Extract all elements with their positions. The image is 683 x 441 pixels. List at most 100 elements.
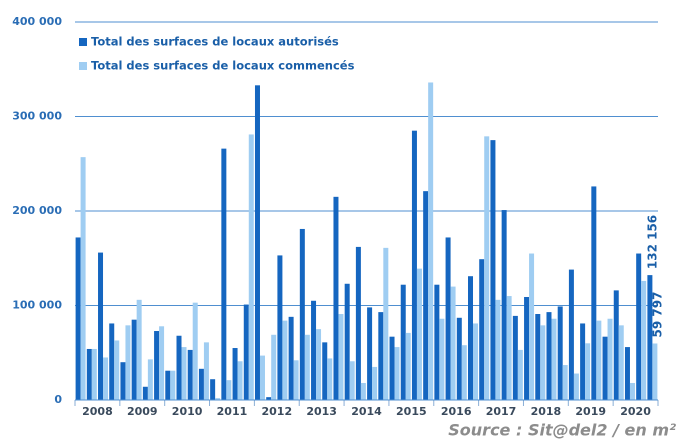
x-tick-label: 2016: [441, 405, 472, 418]
bar: [580, 323, 586, 400]
bar: [232, 348, 238, 400]
bar: [400, 284, 406, 400]
bar: [75, 237, 81, 400]
bar: [372, 366, 378, 400]
bar: [557, 306, 563, 400]
x-tick-label: 2012: [261, 405, 292, 418]
bar: [311, 300, 317, 400]
y-tick-label: 0: [54, 393, 62, 406]
bar: [506, 296, 512, 400]
bar: [647, 275, 653, 400]
bar: [641, 280, 647, 400]
source: Source : Sit@del2 / en m²: [448, 421, 676, 440]
bar: [618, 325, 624, 400]
bar: [114, 340, 120, 400]
bar: [652, 343, 658, 400]
value-label: 59 797: [650, 292, 664, 338]
bar: [562, 365, 568, 400]
bar: [456, 317, 462, 400]
bar: [237, 361, 243, 400]
bar: [490, 140, 496, 400]
bar: [159, 326, 165, 400]
bar: [109, 323, 115, 400]
bar: [636, 253, 642, 400]
bar: [181, 347, 187, 400]
bar: [624, 347, 630, 400]
legend-label: Total des surfaces de locaux autorisés: [91, 35, 339, 49]
bar: [411, 130, 417, 401]
y-tick-label: 300 000: [12, 110, 62, 123]
bar: [439, 318, 445, 400]
bar: [176, 335, 182, 400]
bar: [254, 85, 260, 400]
value-label: 132 156: [645, 215, 659, 269]
y-tick-label: 100 000: [12, 299, 62, 312]
bar: [288, 316, 294, 400]
bar: [210, 379, 216, 400]
bar: [573, 373, 579, 400]
legend-label: Total des surfaces de locaux commencés: [91, 59, 355, 73]
bar: [355, 246, 361, 400]
bar: [271, 334, 277, 400]
bar: [546, 312, 552, 400]
bar: [198, 368, 204, 400]
bar: [170, 370, 176, 400]
bar: [416, 268, 422, 400]
bar: [473, 323, 479, 400]
bar: [304, 334, 310, 400]
bar: [187, 349, 193, 400]
bar: [367, 307, 373, 400]
bar: [333, 196, 339, 400]
bar: [551, 318, 557, 400]
bar: [591, 186, 597, 400]
bar: [142, 386, 148, 400]
bar: [131, 319, 137, 400]
bar: [423, 191, 429, 400]
bar: [192, 302, 198, 400]
bar: [585, 343, 591, 400]
bar: [266, 397, 272, 400]
bar: [434, 284, 440, 400]
bar: [293, 360, 299, 400]
bar: [98, 252, 104, 400]
bar: [259, 355, 265, 400]
bar: [445, 237, 451, 400]
y-tick-label: 400 000: [12, 15, 62, 28]
x-tick-label: 2008: [82, 405, 113, 418]
bar: [360, 382, 366, 400]
bar: [215, 398, 221, 400]
bar: [524, 296, 530, 400]
bar: [120, 362, 126, 400]
x-tick-label: 2019: [575, 405, 606, 418]
bar: [243, 304, 249, 400]
bar: [203, 342, 209, 400]
bar: [629, 382, 635, 400]
bar: [428, 82, 434, 400]
x-tick-label: 2009: [127, 405, 158, 418]
bar: [607, 318, 613, 400]
bar: [86, 348, 92, 400]
x-tick-label: 2013: [306, 405, 337, 418]
bar: [349, 361, 355, 400]
bar: [613, 290, 619, 400]
bar: [226, 380, 232, 400]
bar: [338, 314, 344, 400]
x-tick-label: 2018: [531, 405, 562, 418]
bar: [568, 269, 574, 400]
bar: [103, 357, 109, 400]
x-tick-label: 2020: [620, 405, 651, 418]
legend-swatch: [79, 38, 87, 46]
bar: [248, 134, 254, 400]
bar: [136, 299, 142, 400]
bar: [394, 347, 400, 400]
bar: [602, 336, 608, 400]
bar: [80, 157, 86, 400]
bar: [165, 370, 171, 400]
bar: [125, 325, 131, 400]
bar: [479, 259, 485, 400]
bar: [221, 148, 227, 400]
bar: [517, 349, 523, 400]
x-tick-label: 2015: [396, 405, 427, 418]
bar: [535, 314, 541, 400]
bar: [322, 342, 328, 400]
